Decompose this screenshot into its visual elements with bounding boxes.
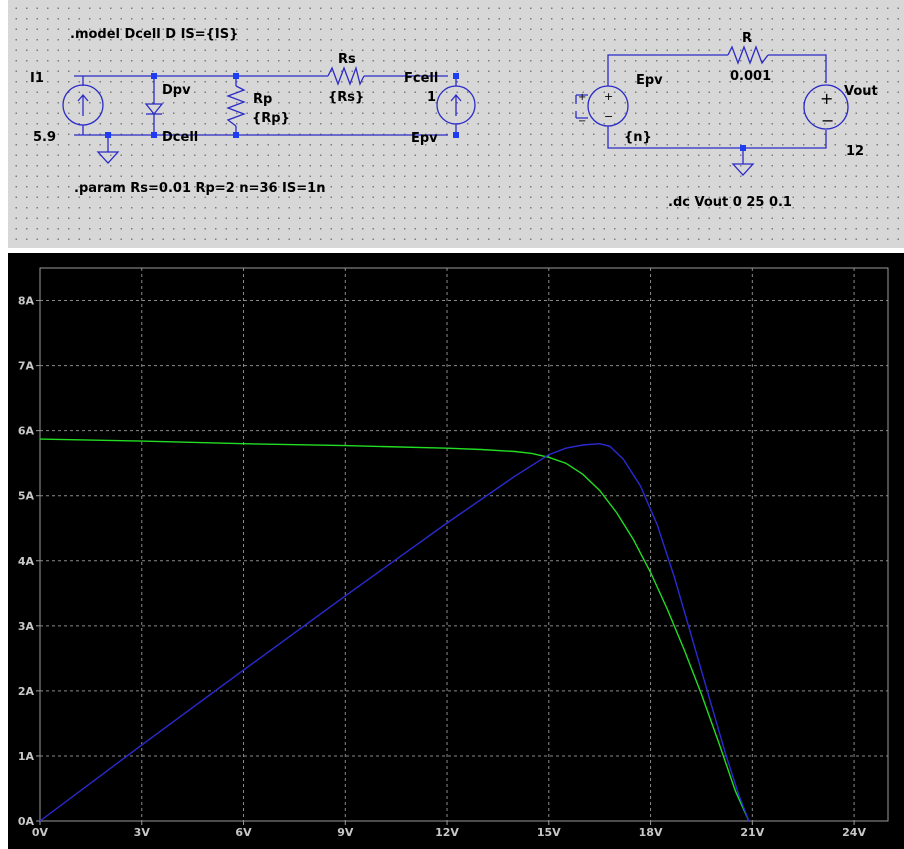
svg-text:+: + (604, 90, 613, 103)
x-tick-label: 18V (639, 826, 663, 839)
plot-frame (39, 267, 889, 822)
trace-2[interactable] (39, 442, 750, 822)
y-axis-ticks: 0A 1A 2A 3A 4A 5A 6A 7A 8A (18, 295, 35, 828)
y-tick-label: 0A (18, 815, 35, 828)
voltage-source-vout[interactable]: + − (803, 84, 849, 130)
x-tick-label: 6V (235, 826, 252, 839)
y-tick-label: 1A (18, 750, 35, 763)
x-tick-label: 15V (537, 826, 561, 839)
epv-net-label: Epv (411, 131, 438, 146)
waveform-viewer[interactable]: 0A 1A 2A 3A 4A 5A 6A 7A 8A 0V 3V 6V 9V 12V 15V 18V 21V 2… (8, 253, 904, 849)
r-value-label: 0.001 (730, 69, 771, 84)
y-tick-label: 2A (18, 685, 35, 698)
rs-name-label: Rs (338, 52, 356, 67)
ground-symbol-right (731, 163, 755, 176)
diode-dpv[interactable] (144, 84, 164, 128)
svg-text:−: − (578, 116, 586, 127)
wires (74, 54, 827, 164)
ground-symbol-left (96, 151, 120, 164)
vout-name-label: Vout (844, 84, 878, 99)
dc-directive[interactable]: .dc Vout 0 25 0.1 (668, 195, 792, 210)
schematic-canvas[interactable]: + − + − + − (8, 0, 904, 248)
x-tick-label: 0V (32, 826, 49, 839)
rp-name-label: Rp (253, 92, 272, 107)
schematic-editor[interactable]: + − + − + − (8, 0, 904, 248)
x-tick-label: 3V (134, 826, 151, 839)
resistor-rs[interactable] (327, 65, 365, 86)
trace-1[interactable] (39, 438, 750, 822)
junction-nodes (105, 73, 746, 151)
rp-value-label: {Rp} (252, 111, 290, 126)
resistor-rp[interactable] (226, 85, 246, 127)
svg-text:+: + (820, 89, 833, 108)
y-tick-label: 4A (18, 555, 35, 568)
svg-text:−: − (821, 111, 834, 130)
x-tick-label: 9V (337, 826, 354, 839)
traces[interactable] (39, 438, 750, 822)
rs-value-label: {Rs} (328, 90, 364, 105)
i1-name-label: I1 (30, 71, 44, 86)
param-directive[interactable]: .param Rs=0.01 Rp=2 n=36 IS=1n (74, 181, 325, 196)
voltage-source-epv[interactable]: + − + − (578, 85, 629, 127)
waveform-plot[interactable]: 0A 1A 2A 3A 4A 5A 6A 7A 8A 0V 3V 6V 9V 12V 15V 18V 21V 2… (8, 253, 904, 849)
dpv-name-label: Dpv (162, 83, 191, 98)
plot-axes (36, 267, 889, 825)
y-tick-label: 3A (18, 620, 35, 633)
resistor-r[interactable] (727, 45, 769, 65)
svg-text:+: + (578, 92, 586, 103)
y-tick-label: 6A (18, 425, 35, 438)
epv-name-label: Epv (636, 73, 663, 88)
x-tick-label: 24V (842, 826, 866, 839)
vout-value-label: 12 (846, 144, 864, 159)
current-source-fcell[interactable] (436, 85, 476, 125)
fcell-name-label: Fcell (404, 71, 438, 86)
fcell-value-label: 1 (427, 90, 436, 105)
model-directive[interactable]: .model Dcell D IS={IS} (70, 27, 238, 42)
grid (40, 268, 888, 821)
dcell-net-label: Dcell (162, 130, 198, 145)
y-tick-label: 8A (18, 295, 35, 308)
epv-value-label: {n} (624, 130, 652, 145)
x-tick-label: 21V (740, 826, 764, 839)
current-source-i1[interactable] (62, 84, 104, 126)
r-name-label: R (742, 31, 752, 46)
y-tick-label: 5A (18, 490, 35, 503)
svg-text:−: − (604, 110, 613, 123)
x-tick-label: 12V (435, 826, 459, 839)
x-axis-ticks: 0V 3V 6V 9V 12V 15V 18V 21V 24V (32, 826, 867, 839)
y-tick-label: 7A (18, 360, 35, 373)
i1-value-label: 5.9 (33, 130, 56, 145)
